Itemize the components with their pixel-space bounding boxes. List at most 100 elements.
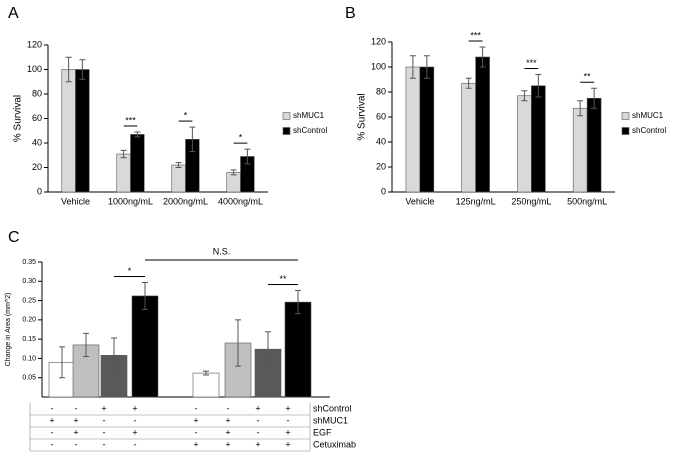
span-label: N.S. (213, 246, 231, 256)
y-tick-label: 0.30 (22, 278, 36, 285)
table-cell: - (134, 439, 137, 449)
y-tick-label: 0 (381, 186, 386, 196)
y-tick-label: 0.15 (22, 336, 36, 343)
bar (192, 372, 220, 398)
y-tick-label: 0.35 (22, 259, 36, 266)
table-cell: + (193, 439, 198, 449)
table-cell: - (75, 439, 78, 449)
table-cell: - (257, 427, 260, 437)
table-cell: + (225, 415, 230, 425)
panel-label: A (8, 5, 19, 22)
table-cell: + (101, 403, 106, 413)
table-row-label: Cetuximab (313, 439, 356, 449)
bar (171, 164, 186, 193)
legend-swatch (621, 127, 630, 135)
table-cell: + (132, 427, 137, 437)
table-row-label: shMUC1 (313, 415, 348, 425)
table-cell: + (285, 427, 290, 437)
y-tick-label: 60 (376, 111, 386, 121)
x-tick-label: Vehicle (61, 196, 90, 206)
panel-label: B (345, 5, 356, 22)
bar (586, 97, 602, 193)
significance-label: * (239, 133, 243, 143)
x-tick-label: 2000ng/mL (163, 196, 208, 206)
table-cell: - (195, 427, 198, 437)
legend-swatch (282, 127, 291, 135)
bar (75, 69, 90, 193)
y-tick-label: 60 (32, 113, 42, 123)
table-row-label: EGF (313, 427, 332, 437)
table-cell: + (225, 439, 230, 449)
table-cell: - (227, 403, 230, 413)
significance-label: *** (526, 58, 537, 68)
y-tick-label: 100 (27, 64, 42, 74)
legend-swatch (282, 112, 291, 120)
y-tick-label: 0 (37, 186, 42, 196)
bar (475, 56, 490, 193)
table-cell: + (132, 403, 137, 413)
y-axis-label: % Survival (13, 95, 24, 142)
y-tick-label: 100 (371, 61, 386, 71)
y-tick-label: 80 (32, 88, 42, 98)
y-tick-label: 80 (376, 86, 386, 96)
table-cell: - (51, 427, 54, 437)
y-axis-label: % Survival (357, 93, 368, 140)
legend-label: shControl (293, 126, 327, 135)
bar (461, 82, 476, 193)
bar (284, 301, 312, 398)
bar (531, 85, 546, 193)
table-row-label: shControl (313, 403, 352, 413)
table-cell: - (195, 403, 198, 413)
y-tick-label: 20 (376, 161, 386, 171)
bar (130, 134, 145, 193)
table-cell: - (51, 403, 54, 413)
significance-label: *** (470, 30, 481, 40)
x-tick-label: 125ng/mL (456, 196, 496, 206)
y-tick-label: 40 (32, 137, 42, 147)
significance-label: ** (584, 72, 592, 82)
table-cell: - (75, 403, 78, 413)
x-tick-label: 250ng/mL (511, 196, 551, 206)
bar (116, 153, 131, 193)
table-cell: - (257, 415, 260, 425)
bar (419, 66, 435, 193)
significance-label: * (184, 110, 188, 120)
table-cell: - (103, 427, 106, 437)
bar (61, 69, 76, 193)
table-cell: - (287, 415, 290, 425)
y-tick-label: 0.25 (22, 297, 36, 304)
table-cell: - (51, 439, 54, 449)
y-tick-label: 120 (27, 39, 42, 49)
legend-label: shControl (632, 126, 666, 135)
significance-label: * (128, 266, 132, 276)
x-tick-label: 1000ng/mL (108, 196, 153, 206)
y-tick-label: 0.20 (22, 317, 36, 324)
significance-label: *** (125, 115, 136, 125)
table-cell: + (193, 415, 198, 425)
x-tick-label: 500ng/mL (567, 196, 607, 206)
x-tick-label: 4000ng/mL (218, 196, 263, 206)
panel-label: C (8, 229, 20, 246)
bar (572, 107, 588, 193)
bar (517, 95, 532, 193)
table-cell: + (225, 427, 230, 437)
significance-label: ** (279, 274, 287, 284)
legend-swatch (621, 112, 630, 120)
table-cell: - (134, 415, 137, 425)
table-cell: + (73, 415, 78, 425)
table-cell: + (285, 439, 290, 449)
y-tick-label: 0.10 (22, 355, 36, 362)
legend-label: shMUC1 (632, 111, 664, 120)
table-cell: + (73, 427, 78, 437)
table-cell: + (255, 439, 260, 449)
y-tick-label: 120 (371, 36, 386, 46)
table-cell: + (255, 403, 260, 413)
y-tick-label: 40 (376, 136, 386, 146)
table-cell: + (49, 415, 54, 425)
table-cell: - (103, 415, 106, 425)
bar (405, 66, 421, 193)
table-cell: - (103, 439, 106, 449)
legend-label: shMUC1 (293, 111, 325, 120)
table-cell: + (285, 403, 290, 413)
